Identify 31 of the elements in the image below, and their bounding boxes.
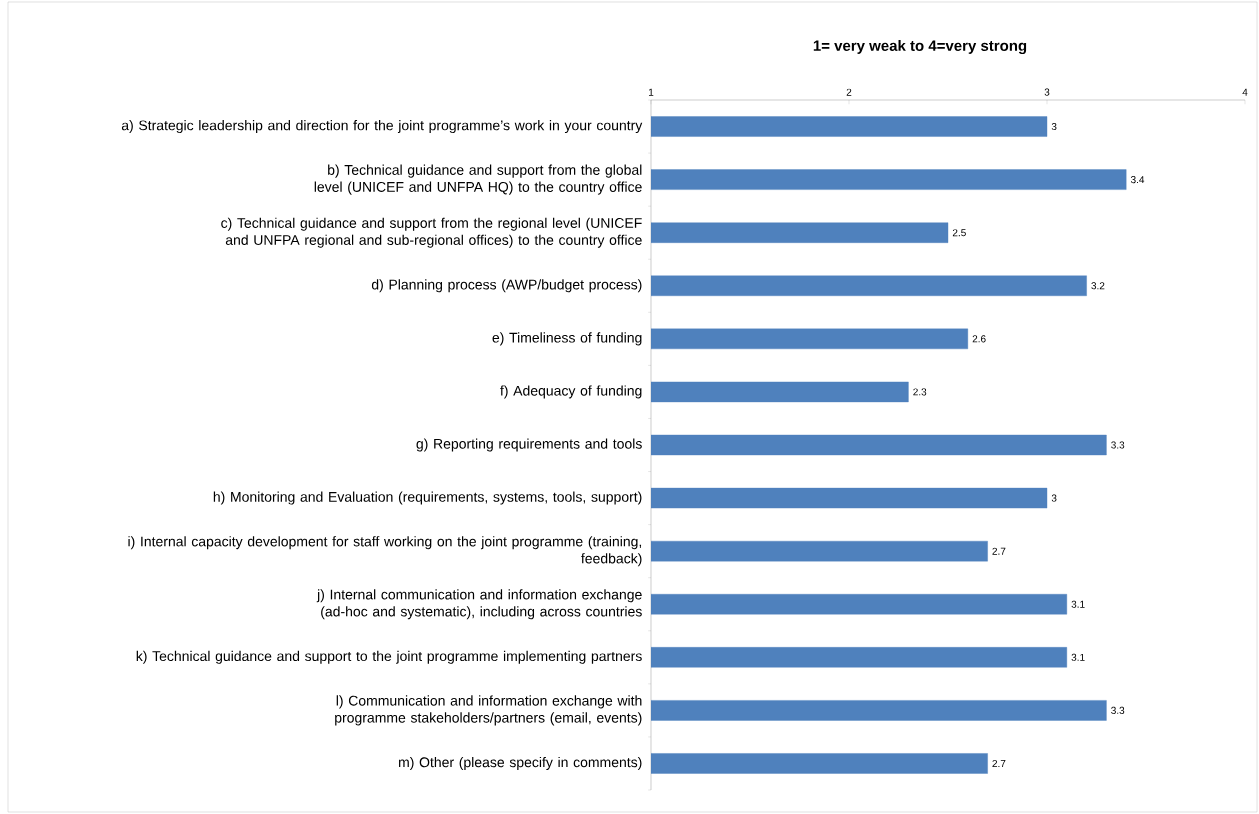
y-tick-label: j) Internal communication and information exchange (ad-hoc and systematic), including across countries (316, 589, 642, 620)
data-label: 3 (1051, 123, 1057, 131)
x-tick-label: 2 (846, 88, 852, 96)
y-tick-label: m) Other (please specify in comments) (399, 756, 642, 770)
y-tick-label: a) Strategic leadership and direction for the joint programme’s work in your country (121, 120, 643, 134)
y-tick-label: h) Monitoring and Evaluation (requirements, systems, tools, support) (213, 491, 642, 505)
chart-title: 1= very weak to 4=very strong (813, 39, 1027, 55)
x-tick-label: 3 (1044, 88, 1050, 96)
data-label: 3.1 (1071, 600, 1085, 608)
y-tick-label: l) Communication and information exchange with programme stakeholders/partners (email, events) (335, 695, 642, 726)
x-tick-label: 1 (648, 88, 654, 96)
data-label: 3.3 (1111, 706, 1125, 714)
data-label: 3 (1051, 494, 1057, 502)
data-label: 3.1 (1071, 653, 1085, 661)
y-tick-label: d) Planning process (AWP/budget process) (371, 279, 642, 293)
data-label: 2.3 (913, 388, 927, 396)
data-label: 3.4 (1130, 176, 1145, 184)
data-label: 3.2 (1091, 282, 1105, 290)
y-tick-label: k) Technical guidance and support to the joint programme implementing partners (136, 650, 642, 664)
y-tick-label: b) Technical guidance and support from the global level (UNICEF and UNFPA HQ) to the country office (314, 164, 642, 195)
y-tick-label: i) Internal capacity development for staff working on the joint programme (training, feedback) (128, 536, 642, 567)
data-label: 2.7 (992, 547, 1006, 555)
y-tick-label: e) Timeliness of funding (492, 332, 642, 346)
y-tick-label: g) Reporting requirements and tools (416, 438, 642, 452)
data-label: 3.3 (1111, 441, 1125, 449)
data-label: 2.6 (972, 335, 986, 343)
x-tick-label: 4 (1242, 88, 1248, 96)
y-tick-label: c) Technical guidance and support from the regional level (UNICEF and UNFPA regional and sub-regional offices) to the country office (221, 217, 642, 248)
data-label: 2.5 (952, 229, 966, 237)
y-tick-label: f) Adequacy of funding (500, 385, 642, 399)
data-label: 2.7 (992, 759, 1006, 767)
